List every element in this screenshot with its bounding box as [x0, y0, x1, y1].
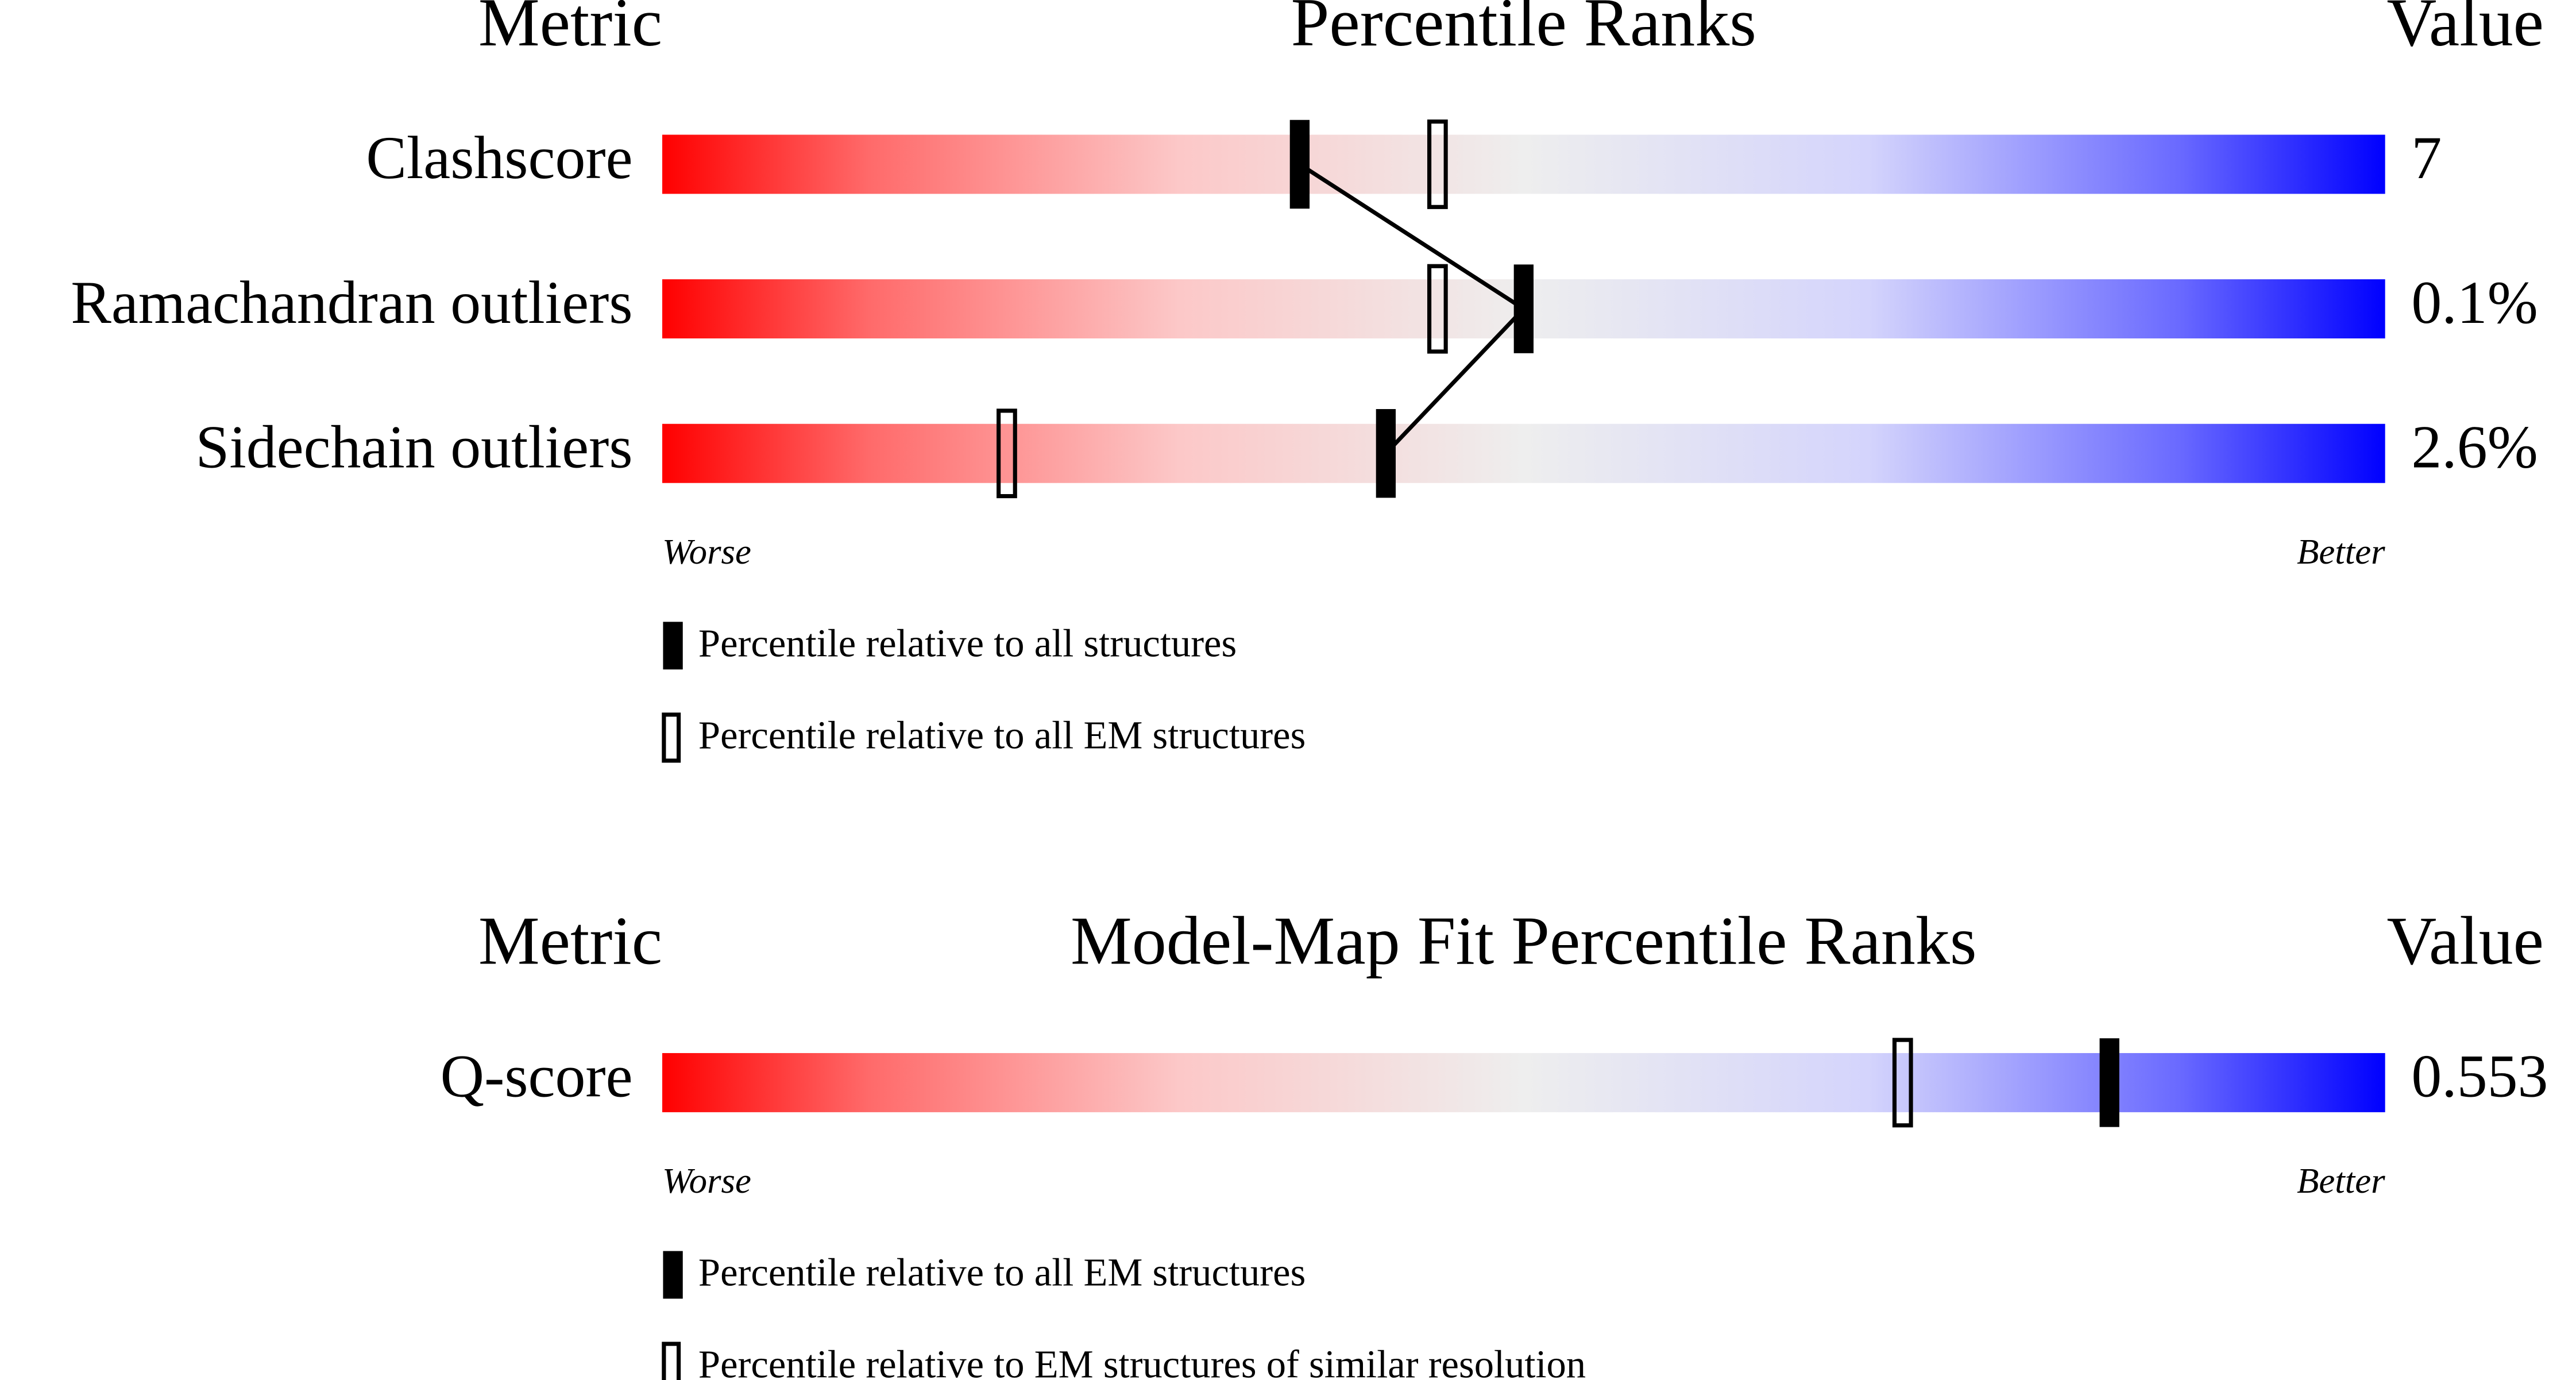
marker-filled — [2099, 1038, 2119, 1127]
low-label: Worse — [662, 1161, 751, 1201]
marker-hollow — [1427, 120, 1448, 209]
metric-label: Sidechain outliers — [196, 414, 633, 481]
gradient-bar — [662, 134, 2385, 194]
metric-value: 0.1% — [2411, 269, 2538, 336]
metric-value: 7 — [2411, 124, 2442, 191]
marker-hollow — [1427, 264, 1448, 354]
gradient-bar — [662, 1053, 2385, 1112]
metric-header: Metric — [478, 903, 662, 979]
legend-marker — [662, 1342, 681, 1380]
gradient-bar — [662, 423, 2385, 483]
legend-label: Percentile relative to all structures — [698, 621, 1237, 665]
high-label: Better — [2297, 1161, 2385, 1201]
legend-marker — [663, 1251, 683, 1299]
marker-filled — [1376, 409, 1396, 498]
marker-filled — [1513, 264, 1534, 353]
legend-label: Percentile relative to all EM structures — [698, 714, 1306, 757]
marker-hollow — [1892, 1038, 1913, 1128]
value-header: Value — [2387, 903, 2544, 979]
chart-title: Percentile Ranks — [1291, 0, 1756, 60]
metric-label: Clashscore — [366, 124, 632, 191]
metric-label: Q-score — [441, 1043, 633, 1110]
legend-label: Percentile relative to EM structures of … — [698, 1343, 1586, 1380]
metric-label: Ramachandran outliers — [71, 269, 632, 336]
marker-filled — [1289, 120, 1310, 209]
legend-marker — [662, 712, 681, 763]
value-header: Value — [2387, 0, 2544, 60]
metric-value: 0.553 — [2411, 1043, 2548, 1110]
legend-label: Percentile relative to all EM structures — [698, 1251, 1306, 1294]
high-label: Better — [2297, 531, 2385, 572]
low-label: Worse — [662, 531, 751, 572]
marker-hollow — [997, 408, 1017, 499]
metric-value: 2.6% — [2411, 414, 2538, 481]
legend-marker — [663, 622, 683, 670]
chart-title: Model-Map Fit Percentile Ranks — [1071, 903, 1977, 979]
metric-header: Metric — [478, 0, 662, 60]
